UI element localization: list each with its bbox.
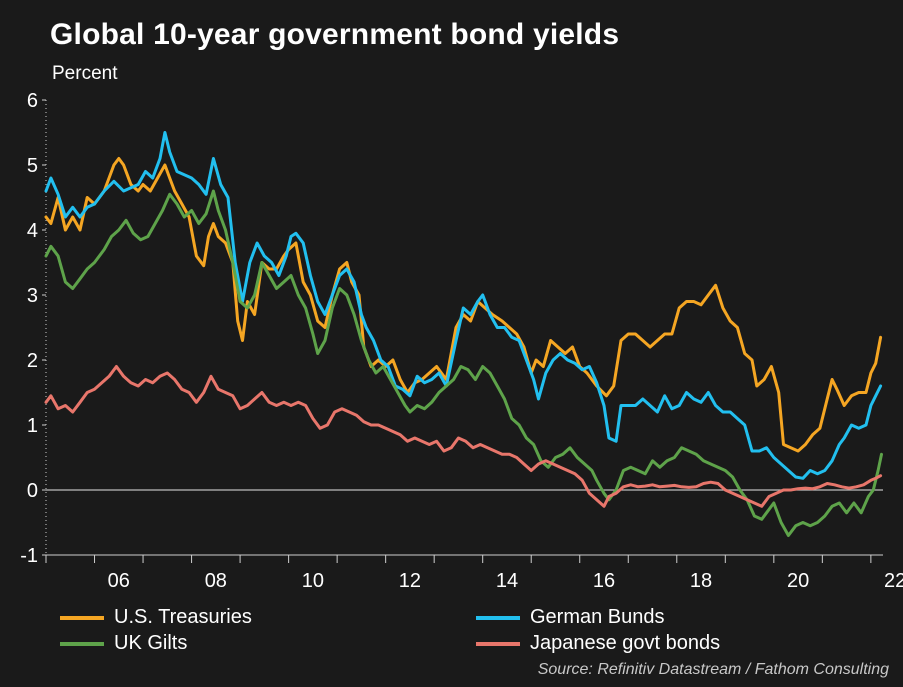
legend-label-german-bunds: German Bunds [530,606,665,628]
x-tick-label: 22 [884,570,903,592]
y-tick-label: 2 [27,350,38,372]
legend-swatch-uk-gilts [60,641,104,646]
y-tick-label: 6 [27,90,38,112]
x-tick-label: 08 [205,570,227,592]
y-tick-label: 1 [27,415,38,437]
y-tick-label: 5 [27,155,38,177]
y-tick-label: 0 [27,480,38,502]
legend-item-japanese-govt-bonds: Japanese govt bonds [476,632,720,655]
legend-label-us-treasuries: U.S. Treasuries [114,606,252,628]
y-tick-label: 4 [27,220,38,242]
x-tick-label: 18 [690,570,712,592]
legend-swatch-japanese-govt-bonds [476,641,520,646]
x-tick-label: 16 [593,570,615,592]
x-tick-label: 06 [108,570,130,592]
legend-label-japanese-govt-bonds: Japanese govt bonds [530,632,721,654]
legend-swatch-german-bunds [476,615,520,620]
x-tick-label: 20 [787,570,809,592]
legend-swatch-us-treasuries [60,615,104,620]
series-line-uk-gilts [44,189,883,537]
series-line-japanese-govt-bonds [44,365,883,508]
y-tick-label: 3 [27,285,38,307]
series-line-u-s-treasuries [44,157,883,453]
legend-item-us-treasuries: U.S. Treasuries [60,606,252,629]
chart-source: Source: Refinitiv Datastream / Fathom Co… [537,661,889,678]
legend-item-uk-gilts: UK Gilts [60,632,187,655]
x-tick-label: 10 [302,570,324,592]
chart-title: Global 10-year government bond yields [50,18,620,51]
legend-item-german-bunds: German Bunds [476,606,665,629]
series-line-german-bunds [44,131,883,480]
y-tick-label: -1 [20,545,38,567]
x-tick-label: 12 [399,570,421,592]
x-tick-label: 14 [496,570,518,592]
y-axis-label: Percent [52,63,118,84]
legend-label-uk-gilts: UK Gilts [114,632,188,654]
